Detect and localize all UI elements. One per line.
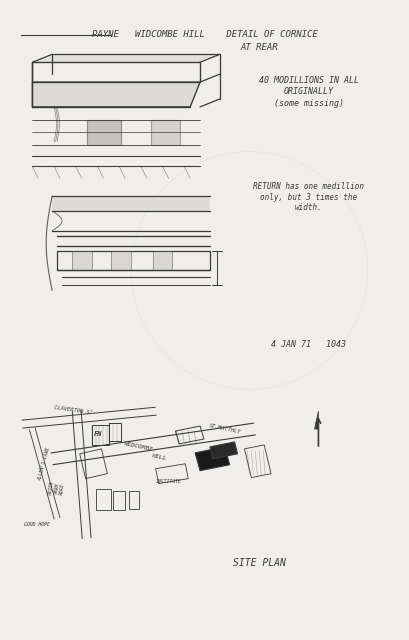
Bar (113, 490, 125, 510)
Bar (151, 120, 180, 145)
Text: ORIGINALLY: ORIGINALLY (283, 88, 334, 97)
Bar (97, 488, 111, 510)
Text: ALLEN'S LANE: ALLEN'S LANE (37, 447, 51, 481)
Text: only, but 3 times the: only, but 3 times the (260, 193, 357, 202)
Polygon shape (52, 196, 210, 211)
Text: 4 JAN 71   1043: 4 JAN 71 1043 (271, 340, 346, 349)
Polygon shape (195, 447, 230, 470)
Text: SITE PLAN: SITE PLAN (233, 558, 285, 568)
Text: width.: width. (295, 204, 322, 212)
Polygon shape (210, 442, 238, 459)
Bar (153, 251, 173, 271)
Bar (111, 251, 131, 271)
Text: ST.MATTHLY: ST.MATTHLY (208, 423, 241, 435)
Text: RETURN has one medillion: RETURN has one medillion (253, 182, 364, 191)
Text: PRIOR
PARK
ROAD: PRIOR PARK ROAD (48, 480, 66, 497)
Polygon shape (315, 412, 319, 429)
Text: PAYNE   WIDCOMBE HILL    DETAIL OF CORNICE: PAYNE WIDCOMBE HILL DETAIL OF CORNICE (92, 30, 318, 39)
Polygon shape (32, 82, 200, 107)
Polygon shape (32, 54, 220, 62)
Bar (72, 251, 92, 271)
Text: 40 MODILLIONS IN ALL: 40 MODILLIONS IN ALL (258, 76, 359, 84)
Text: GOOD HOPE: GOOD HOPE (25, 522, 50, 527)
Text: HILL: HILL (151, 452, 166, 461)
Bar (109, 423, 121, 441)
Text: CLAVERTON Sᵗ: CLAVERTON Sᵗ (54, 405, 94, 415)
Bar (92, 425, 109, 445)
Text: (some missing): (some missing) (274, 99, 344, 108)
Text: FN: FN (94, 431, 103, 437)
Text: WIDCOMBE: WIDCOMBE (124, 442, 154, 452)
Bar (87, 120, 121, 145)
Bar (129, 492, 139, 509)
Text: INSTITUTE: INSTITUTE (155, 479, 182, 484)
Text: AT REAR: AT REAR (240, 43, 278, 52)
